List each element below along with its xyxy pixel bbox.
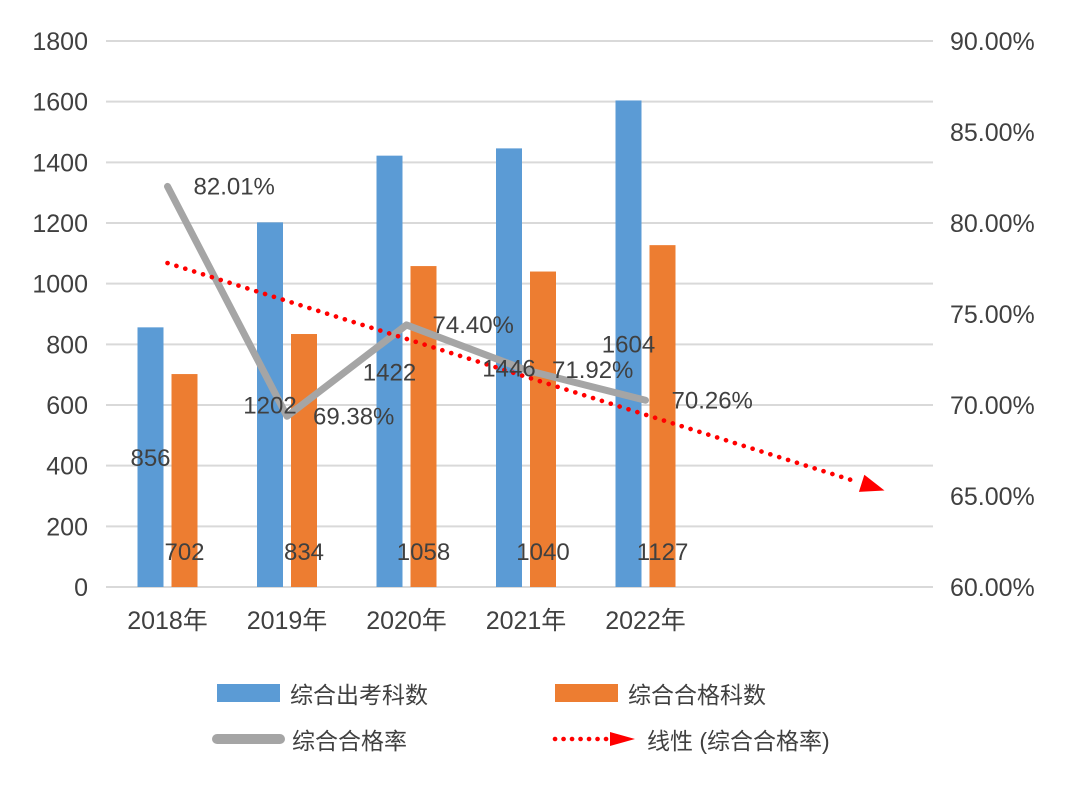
right-axis-tick-label: 85.00% bbox=[950, 119, 1035, 147]
left-axis-tick-label: 1800 bbox=[32, 28, 88, 56]
pass-rate-line bbox=[164, 182, 649, 420]
category-axis-label: 2018年 bbox=[127, 607, 208, 635]
right-axis-tick-label: 60.00% bbox=[950, 574, 1035, 602]
pass-rate-data-label: 74.40% bbox=[433, 312, 514, 339]
legend-item-pass-count: 综合合格科数 bbox=[555, 681, 766, 708]
legend-swatch-trendline bbox=[552, 732, 635, 746]
right-axis-tick-label: 75.00% bbox=[950, 301, 1035, 329]
left-axis-tick-label: 0 bbox=[74, 574, 88, 602]
left-axis-tick-label: 200 bbox=[46, 513, 88, 541]
exam-count-data-label: 1446 bbox=[482, 356, 535, 383]
right-axis-tick-label: 80.00% bbox=[950, 210, 1035, 238]
exam-count-bar bbox=[615, 100, 642, 587]
right-axis-tick-label: 65.00% bbox=[950, 483, 1035, 511]
left-axis-tick-label: 1600 bbox=[32, 89, 88, 117]
exam-count-bar bbox=[137, 327, 164, 587]
category-axis-label: 2022年 bbox=[605, 607, 686, 635]
pass-count-data-label: 1040 bbox=[516, 539, 569, 566]
legend-label-pass-count: 综合合格科数 bbox=[628, 682, 766, 708]
left-axis-tick-label: 1400 bbox=[32, 149, 88, 177]
pass-count-bar bbox=[171, 374, 198, 587]
trend-line bbox=[165, 260, 859, 484]
pass-count-bar bbox=[291, 334, 317, 587]
pass-count-bar bbox=[410, 266, 437, 587]
right-axis-tick-label: 90.00% bbox=[950, 28, 1035, 56]
pass-count-data-label: 1127 bbox=[637, 539, 689, 566]
category-axis-label: 2019年 bbox=[247, 607, 328, 635]
pass-rate-data-label: 71.92% bbox=[552, 357, 633, 384]
legend-label-exam-count: 综合出考科数 bbox=[290, 682, 428, 708]
pass-count-bar bbox=[530, 271, 556, 587]
pass-rate-data-label: 70.26% bbox=[672, 387, 753, 414]
right-axis-tick-label: 70.00% bbox=[950, 392, 1035, 420]
exam-count-data-label: 1422 bbox=[363, 359, 416, 386]
pass-rate-data-label: 82.01% bbox=[194, 173, 275, 200]
exam-count-data-label: 1202 bbox=[243, 393, 296, 420]
category-axis-label: 2021年 bbox=[486, 607, 567, 635]
legend-swatch-exam-count-bar bbox=[217, 684, 280, 702]
legend-swatch-pass-rate-line bbox=[212, 734, 285, 744]
exam-count-data-label: 856 bbox=[130, 445, 170, 472]
exam-count-bar bbox=[376, 155, 403, 587]
category-axis-label: 2020年 bbox=[366, 607, 447, 635]
trend-arrowhead-icon bbox=[858, 474, 885, 492]
legend-item-pass-rate: 综合合格率 bbox=[212, 727, 407, 754]
legend-item-exam-count: 综合出考科数 bbox=[217, 681, 428, 708]
pass-rate-data-label: 69.38% bbox=[313, 403, 394, 430]
exam-count-data-label: 1604 bbox=[602, 332, 655, 359]
pass-count-data-label: 702 bbox=[164, 539, 204, 566]
legend-label-pass-rate: 综合合格率 bbox=[292, 728, 407, 754]
legend-item-trendline: 线性 (综合合格率) bbox=[552, 727, 830, 754]
left-axis-tick-label: 1000 bbox=[32, 271, 88, 299]
left-axis-tick-label: 800 bbox=[46, 331, 88, 359]
left-axis-tick-label: 1200 bbox=[32, 210, 88, 238]
legend-arrowhead-icon bbox=[610, 732, 635, 746]
legend-label-trendline: 线性 (综合合格率) bbox=[647, 728, 830, 754]
pass-count-data-label: 834 bbox=[284, 539, 324, 566]
left-axis-tick-label: 400 bbox=[46, 453, 88, 481]
pass-count-data-label: 1058 bbox=[397, 539, 450, 566]
legend-swatch-pass-count-bar bbox=[555, 684, 618, 702]
left-axis-tick-label: 600 bbox=[46, 392, 88, 420]
pass-count-bar bbox=[649, 245, 676, 588]
